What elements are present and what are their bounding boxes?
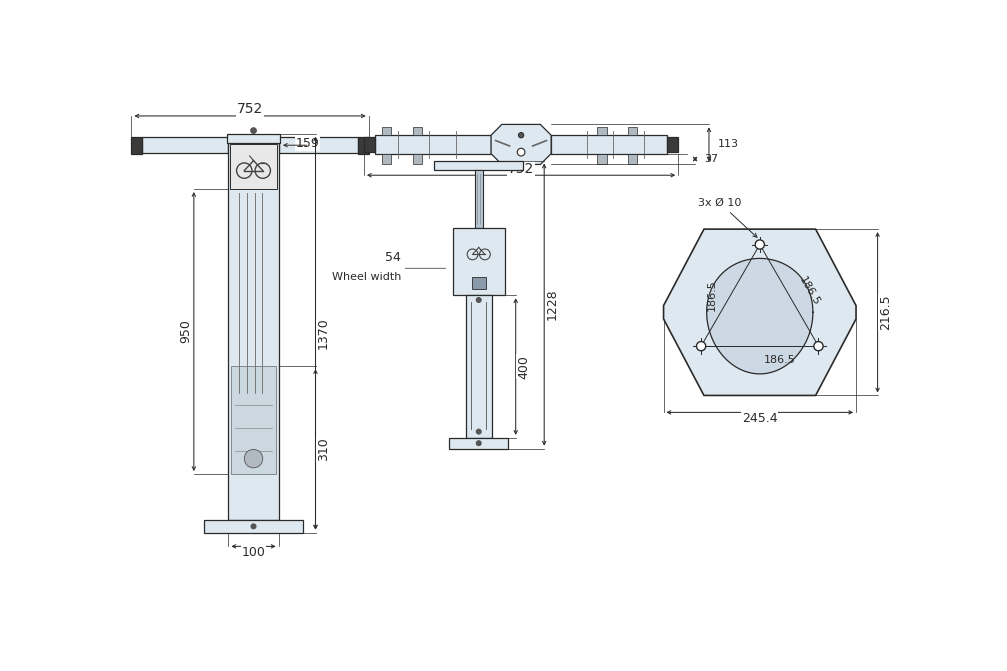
Bar [449,437,508,449]
Bar [364,137,375,152]
Bar [279,138,357,153]
Bar [132,138,142,154]
Bar [452,227,505,295]
Circle shape [245,450,263,468]
Text: 186.5: 186.5 [763,356,796,366]
Bar [142,138,229,153]
Text: 54: 54 [385,252,401,264]
Text: 186.5: 186.5 [707,280,717,311]
Text: 3x Ø 10: 3x Ø 10 [698,198,757,238]
Circle shape [519,132,524,138]
Bar [375,135,491,154]
Polygon shape [664,229,856,395]
Text: 113: 113 [718,140,739,150]
Text: 159: 159 [295,137,319,150]
Bar [628,127,637,135]
Bar [382,127,391,135]
Text: 752: 752 [508,162,535,176]
Polygon shape [491,124,551,164]
Text: 950: 950 [179,319,192,344]
Text: 216.5: 216.5 [879,295,892,330]
Circle shape [755,240,764,249]
Bar [597,154,606,164]
Bar [230,144,277,189]
Text: 1228: 1228 [546,289,559,320]
Bar [434,160,523,170]
Bar [382,154,391,164]
Circle shape [476,441,481,446]
Bar [597,127,606,135]
Text: 37: 37 [704,154,718,164]
Circle shape [814,342,823,351]
Bar [357,138,369,154]
Bar [668,137,678,152]
Bar [472,277,485,289]
Text: 1370: 1370 [317,317,329,349]
Circle shape [476,429,481,434]
Text: 245.4: 245.4 [742,412,777,425]
Circle shape [476,298,481,302]
Bar [203,520,303,533]
Bar [465,295,491,437]
Circle shape [697,342,706,351]
Bar [231,366,276,474]
Circle shape [518,148,525,156]
Bar [229,143,279,520]
Text: 310: 310 [317,437,329,461]
Circle shape [251,524,256,529]
Bar [227,134,280,143]
Text: 186.5: 186.5 [797,275,822,308]
Polygon shape [707,258,813,374]
Bar [628,154,637,164]
Bar [413,127,422,135]
Circle shape [251,128,256,134]
Bar [551,135,668,154]
Text: 752: 752 [237,102,263,116]
Text: 100: 100 [242,546,266,559]
Bar [413,154,422,164]
Bar [475,170,482,227]
Text: 400: 400 [517,355,530,378]
Text: Wheel width: Wheel width [331,272,401,282]
